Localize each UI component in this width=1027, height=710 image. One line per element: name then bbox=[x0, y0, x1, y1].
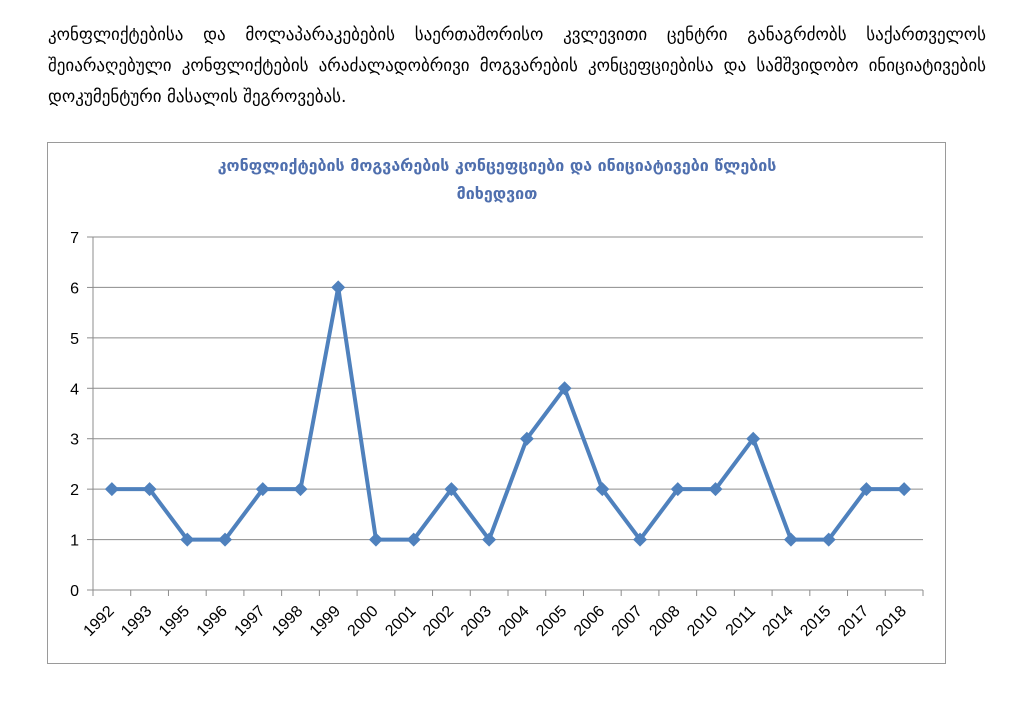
chart-title-line-1: კონფლიქტების მოგვარების კონცეფციები და ი… bbox=[218, 156, 777, 175]
data-point-marker bbox=[897, 482, 912, 497]
x-tick-label: 2017 bbox=[835, 603, 872, 640]
data-point-marker bbox=[368, 532, 383, 547]
x-tick-label: 2007 bbox=[609, 603, 646, 640]
x-tick-label: 2018 bbox=[873, 603, 910, 640]
x-tick-label: 1999 bbox=[307, 603, 344, 640]
x-tick-label: 2000 bbox=[345, 603, 382, 640]
intro-paragraph: კონფლიქტებისა და მოლაპარაკებების საერთაშ… bbox=[48, 25, 986, 107]
x-tick-labels: 1992 1993 1995 1996 1997 1998 1999 2000 2001 2002… bbox=[81, 603, 911, 640]
data-point-marker bbox=[406, 532, 421, 547]
data-point-marker bbox=[331, 280, 346, 295]
data-point-marker bbox=[670, 482, 685, 497]
x-tick-label: 2003 bbox=[458, 603, 495, 640]
data-point-marker bbox=[708, 482, 723, 497]
x-tick-label: 2005 bbox=[533, 603, 570, 640]
data-point-marker bbox=[519, 431, 534, 446]
data-point-marker bbox=[444, 482, 459, 497]
x-tick-label: 1992 bbox=[81, 603, 118, 640]
data-point-marker bbox=[482, 532, 497, 547]
x-tick-label: 1996 bbox=[194, 603, 231, 640]
x-tick-label: 1998 bbox=[269, 603, 306, 640]
y-tick-label: 6 bbox=[70, 280, 79, 297]
x-tick-label: 2004 bbox=[496, 603, 533, 640]
y-tick-label: 4 bbox=[70, 381, 79, 398]
data-point-marker bbox=[859, 482, 874, 497]
data-point-marker bbox=[180, 532, 195, 547]
x-tick-label: 2015 bbox=[797, 603, 834, 640]
x-tick-label: 1993 bbox=[118, 603, 155, 640]
y-tick-labels: 0 1 2 3 4 5 6 7 bbox=[70, 230, 79, 600]
chart-title-line-2: მიხედვით bbox=[457, 184, 538, 203]
line-chart: კონფლიქტების მოგვარების კონცეფციები და ი… bbox=[70, 156, 924, 640]
y-tick-label: 2 bbox=[70, 482, 79, 499]
data-point-marker bbox=[746, 431, 761, 446]
x-tick-label: 1997 bbox=[231, 603, 268, 640]
axes bbox=[87, 236, 924, 596]
y-tick-label: 1 bbox=[70, 533, 79, 550]
data-point-marker bbox=[218, 532, 233, 547]
x-tick-label: 2011 bbox=[723, 603, 759, 639]
x-tick-label: 2006 bbox=[571, 603, 608, 640]
y-tick-label: 0 bbox=[70, 583, 79, 600]
data-point-marker bbox=[104, 482, 119, 497]
data-point-marker bbox=[783, 532, 798, 547]
x-tick-label: 2014 bbox=[760, 603, 797, 640]
data-point-marker bbox=[595, 482, 610, 497]
data-point-marker bbox=[293, 482, 308, 497]
data-point-marker bbox=[557, 381, 572, 396]
x-tick-label: 2001 bbox=[382, 603, 419, 640]
data-series bbox=[104, 280, 912, 547]
x-tick-label: 2010 bbox=[684, 603, 721, 640]
data-point-marker bbox=[142, 482, 157, 497]
x-tick-label: 1995 bbox=[156, 603, 193, 640]
series-line bbox=[109, 285, 907, 542]
chart-container: კონფლიქტების მოგვარების კონცეფციები და ი… bbox=[47, 142, 946, 664]
y-tick-label: 7 bbox=[70, 230, 79, 247]
x-tick-label: 2008 bbox=[646, 603, 683, 640]
data-point-marker bbox=[633, 532, 648, 547]
y-tick-label: 5 bbox=[70, 331, 79, 348]
x-tick-label: 2002 bbox=[420, 603, 457, 640]
y-tick-label: 3 bbox=[70, 432, 79, 449]
data-point-marker bbox=[821, 532, 836, 547]
gridlines bbox=[93, 236, 923, 541]
